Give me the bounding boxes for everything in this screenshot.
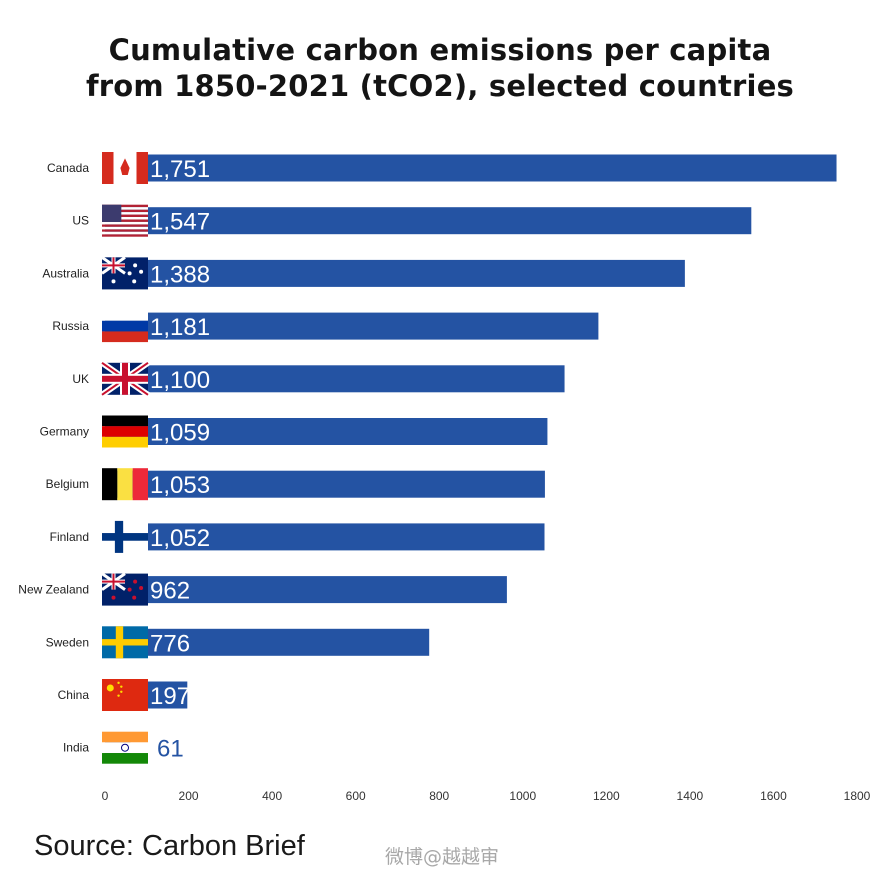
x-tick-label-600: 600 [346,789,366,803]
category-label-us: US [72,214,89,228]
value-label-china: 197 [150,683,190,710]
sweden-flag [102,626,148,659]
chart-title-line-2: from 1850-2021 (tCO2), selected countrie… [85,69,795,103]
bar-germany [105,418,548,445]
bar-us [105,207,752,235]
x-tick-label-200: 200 [179,789,199,803]
bar-canada [105,154,837,182]
russia-flag [102,310,148,343]
bar-sweden [105,628,430,656]
x-tick-label-0: 0 [102,789,109,803]
category-label-uk: UK [72,372,89,386]
value-label-belgium: 1,053 [150,472,210,499]
bar-russia [105,312,599,340]
value-label-finland: 1,052 [150,525,210,552]
bar-uk [105,365,565,393]
x-tick-label-1200: 1200 [593,789,620,803]
watermark: 微博@越越审 [385,846,500,868]
value-label-canada: 1,751 [150,156,210,183]
finland-flag [102,520,148,553]
india-flag [102,731,148,764]
value-label-new-zealand: 962 [150,578,190,605]
x-tick-label-1000: 1000 [509,789,536,803]
category-label-new-zealand: New Zealand [18,583,89,597]
new-zealand-flag [101,572,148,606]
value-label-sweden: 776 [150,630,190,657]
x-tick-label-1800: 1800 [844,789,871,803]
category-label-china: China [58,688,90,702]
source-note: Source: Carbon Brief [34,830,305,862]
uk-flag [100,360,150,398]
x-tick-label-800: 800 [429,789,449,803]
x-tick-label-1400: 1400 [677,789,704,803]
us-flag [102,204,148,237]
category-label-russia: Russia [52,319,89,333]
category-label-india: India [63,741,89,755]
bar-new-zealand [105,576,507,604]
category-label-finland: Finland [50,530,89,544]
category-label-canada: Canada [47,161,89,175]
value-label-australia: 1,388 [150,261,210,288]
category-label-belgium: Belgium [46,477,89,491]
value-label-us: 1,547 [150,209,210,236]
value-label-russia: 1,181 [150,314,210,341]
chart-title: Cumulative carbon emissions per capita f… [0,32,880,104]
labels-layer: Canada 1,751 US 1,547 Australia 1,388 Russia 1,… [18,156,210,763]
bar-finland [105,523,545,551]
belgium-flag [102,468,148,501]
china-flag [102,679,148,711]
value-label-germany: 1,059 [150,420,210,447]
x-axis: 0 200 400 600 800 1000 1200 1400 1600 1800 [102,789,871,803]
chart-title-line-1: Cumulative carbon emissions per capita [108,33,772,67]
x-tick-label-400: 400 [262,789,282,803]
bar-belgium [105,470,545,498]
bar-australia [105,259,685,287]
value-label-uk: 1,100 [150,367,210,394]
value-label-india: 61 [157,736,184,763]
category-label-germany: Germany [40,425,89,439]
bars-layer [105,154,837,762]
canada-flag [102,152,148,184]
australia-flag [101,256,148,290]
flags-layer [100,152,150,764]
germany-flag [102,415,148,448]
category-label-sweden: Sweden [46,635,89,649]
x-tick-label-1600: 1600 [760,789,787,803]
category-label-australia: Australia [42,266,89,280]
